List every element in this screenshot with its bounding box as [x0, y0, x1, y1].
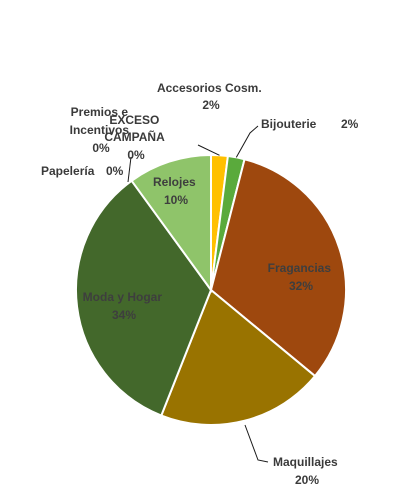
label-bijouterie: Bijouterie 2% [261, 117, 359, 131]
leader-accesorios [197, 144, 220, 156]
label-fragancias: Fragancias 32% [268, 261, 335, 293]
label-accesorios: Accesorios Cosm. 2% [157, 81, 265, 112]
label-relojes: Relojes 10% [153, 175, 199, 207]
leader-lines [127, 125, 269, 463]
pie-slices [75, 153, 347, 426]
slice-relojes [130, 153, 212, 294]
label-maquillajes: Maquillajes 20% [273, 455, 341, 487]
slice-moda-y-hogar [75, 179, 213, 417]
leader-maquillajes [244, 424, 269, 463]
slice-fragancias [209, 158, 347, 378]
label-papeleria: Papelería 0% [41, 164, 124, 178]
label-moda-y-hogar: Moda y Hogar 34% [83, 290, 166, 322]
leader-bijouterie [235, 125, 259, 158]
label-premios-e-incentivos: Premios e Incentivos 0% [70, 105, 133, 155]
label-exceso-campana: EXCESO CAMPAÑA 0% [104, 113, 167, 162]
leader-papeleria [127, 156, 132, 183]
slice-maquillajes [160, 288, 317, 426]
